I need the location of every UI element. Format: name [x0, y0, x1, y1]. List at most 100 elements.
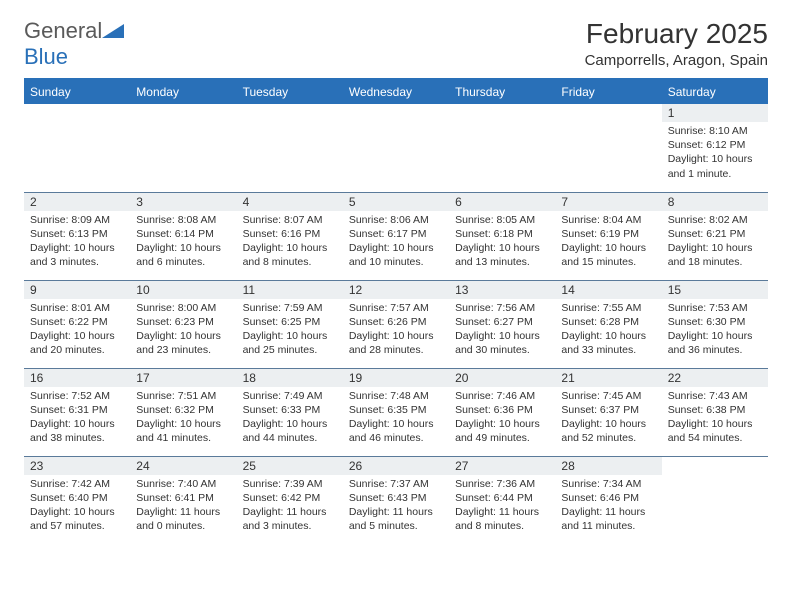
- day-number: 25: [237, 457, 343, 475]
- calendar-week-row: 2Sunrise: 8:09 AMSunset: 6:13 PMDaylight…: [24, 192, 768, 280]
- sunset-text: Sunset: 6:26 PM: [349, 315, 443, 329]
- sunrise-text: Sunrise: 7:37 AM: [349, 477, 443, 491]
- calendar-page: General Blue February 2025 Camporrells, …: [0, 0, 792, 562]
- calendar-body: 1Sunrise: 8:10 AMSunset: 6:12 PMDaylight…: [24, 104, 768, 544]
- sunrise-text: Sunrise: 7:39 AM: [243, 477, 337, 491]
- daylight-text: Daylight: 10 hours and 23 minutes.: [136, 329, 230, 357]
- weekday-header: Saturday: [662, 80, 768, 104]
- sunset-text: Sunset: 6:37 PM: [561, 403, 655, 417]
- weekday-header: Friday: [555, 80, 661, 104]
- day-content: Sunrise: 7:49 AMSunset: 6:33 PMDaylight:…: [237, 387, 343, 450]
- sunset-text: Sunset: 6:14 PM: [136, 227, 230, 241]
- day-number: 23: [24, 457, 130, 475]
- calendar-cell: 25Sunrise: 7:39 AMSunset: 6:42 PMDayligh…: [237, 456, 343, 544]
- sunset-text: Sunset: 6:22 PM: [30, 315, 124, 329]
- day-number: 19: [343, 369, 449, 387]
- sunrise-text: Sunrise: 7:42 AM: [30, 477, 124, 491]
- day-content: Sunrise: 8:09 AMSunset: 6:13 PMDaylight:…: [24, 211, 130, 274]
- day-number: 22: [662, 369, 768, 387]
- sunrise-text: Sunrise: 7:48 AM: [349, 389, 443, 403]
- day-content: Sunrise: 8:07 AMSunset: 6:16 PMDaylight:…: [237, 211, 343, 274]
- calendar-week-row: 1Sunrise: 8:10 AMSunset: 6:12 PMDaylight…: [24, 104, 768, 192]
- day-number: 21: [555, 369, 661, 387]
- daylight-text: Daylight: 10 hours and 3 minutes.: [30, 241, 124, 269]
- calendar-cell: [662, 456, 768, 544]
- daylight-text: Daylight: 10 hours and 13 minutes.: [455, 241, 549, 269]
- daylight-text: Daylight: 10 hours and 44 minutes.: [243, 417, 337, 445]
- daylight-text: Daylight: 10 hours and 1 minute.: [668, 152, 762, 180]
- daylight-text: Daylight: 10 hours and 36 minutes.: [668, 329, 762, 357]
- daylight-text: Daylight: 11 hours and 5 minutes.: [349, 505, 443, 533]
- calendar-cell: 24Sunrise: 7:40 AMSunset: 6:41 PMDayligh…: [130, 456, 236, 544]
- day-content: Sunrise: 7:59 AMSunset: 6:25 PMDaylight:…: [237, 299, 343, 362]
- calendar-cell: 2Sunrise: 8:09 AMSunset: 6:13 PMDaylight…: [24, 192, 130, 280]
- day-number: 27: [449, 457, 555, 475]
- calendar-cell: 27Sunrise: 7:36 AMSunset: 6:44 PMDayligh…: [449, 456, 555, 544]
- day-number: 7: [555, 193, 661, 211]
- daylight-text: Daylight: 10 hours and 38 minutes.: [30, 417, 124, 445]
- day-number: 10: [130, 281, 236, 299]
- daylight-text: Daylight: 10 hours and 15 minutes.: [561, 241, 655, 269]
- day-number: 18: [237, 369, 343, 387]
- day-content: Sunrise: 7:42 AMSunset: 6:40 PMDaylight:…: [24, 475, 130, 538]
- day-content: Sunrise: 8:05 AMSunset: 6:18 PMDaylight:…: [449, 211, 555, 274]
- day-content: Sunrise: 8:04 AMSunset: 6:19 PMDaylight:…: [555, 211, 661, 274]
- sunrise-text: Sunrise: 7:51 AM: [136, 389, 230, 403]
- sunrise-text: Sunrise: 7:49 AM: [243, 389, 337, 403]
- sunrise-text: Sunrise: 8:05 AM: [455, 213, 549, 227]
- calendar-cell: 28Sunrise: 7:34 AMSunset: 6:46 PMDayligh…: [555, 456, 661, 544]
- sunset-text: Sunset: 6:36 PM: [455, 403, 549, 417]
- day-number: 9: [24, 281, 130, 299]
- day-number: 1: [662, 104, 768, 122]
- sunrise-text: Sunrise: 8:07 AM: [243, 213, 337, 227]
- day-content: Sunrise: 7:34 AMSunset: 6:46 PMDaylight:…: [555, 475, 661, 538]
- daylight-text: Daylight: 11 hours and 11 minutes.: [561, 505, 655, 533]
- sunset-text: Sunset: 6:23 PM: [136, 315, 230, 329]
- logo-text-general: General: [24, 18, 102, 43]
- sunrise-text: Sunrise: 8:01 AM: [30, 301, 124, 315]
- daylight-text: Daylight: 11 hours and 3 minutes.: [243, 505, 337, 533]
- sunrise-text: Sunrise: 7:43 AM: [668, 389, 762, 403]
- calendar-cell: 9Sunrise: 8:01 AMSunset: 6:22 PMDaylight…: [24, 280, 130, 368]
- sunset-text: Sunset: 6:46 PM: [561, 491, 655, 505]
- sunrise-text: Sunrise: 8:06 AM: [349, 213, 443, 227]
- day-number: 2: [24, 193, 130, 211]
- sunset-text: Sunset: 6:28 PM: [561, 315, 655, 329]
- sunrise-text: Sunrise: 7:59 AM: [243, 301, 337, 315]
- calendar-cell: 16Sunrise: 7:52 AMSunset: 6:31 PMDayligh…: [24, 368, 130, 456]
- weekday-header: Wednesday: [343, 80, 449, 104]
- day-content: Sunrise: 8:08 AMSunset: 6:14 PMDaylight:…: [130, 211, 236, 274]
- day-number: 11: [237, 281, 343, 299]
- day-number: 3: [130, 193, 236, 211]
- calendar-cell: [130, 104, 236, 192]
- sunset-text: Sunset: 6:18 PM: [455, 227, 549, 241]
- day-number: 17: [130, 369, 236, 387]
- page-title: February 2025: [585, 18, 768, 50]
- day-number: 24: [130, 457, 236, 475]
- day-content: Sunrise: 7:55 AMSunset: 6:28 PMDaylight:…: [555, 299, 661, 362]
- daylight-text: Daylight: 10 hours and 52 minutes.: [561, 417, 655, 445]
- day-number: 6: [449, 193, 555, 211]
- calendar-cell: 22Sunrise: 7:43 AMSunset: 6:38 PMDayligh…: [662, 368, 768, 456]
- calendar-cell: [343, 104, 449, 192]
- calendar-cell: 13Sunrise: 7:56 AMSunset: 6:27 PMDayligh…: [449, 280, 555, 368]
- logo: General Blue: [24, 18, 124, 70]
- sunrise-text: Sunrise: 7:57 AM: [349, 301, 443, 315]
- day-content: Sunrise: 7:37 AMSunset: 6:43 PMDaylight:…: [343, 475, 449, 538]
- calendar-cell: 5Sunrise: 8:06 AMSunset: 6:17 PMDaylight…: [343, 192, 449, 280]
- triangle-icon: [102, 22, 124, 38]
- calendar-week-row: 23Sunrise: 7:42 AMSunset: 6:40 PMDayligh…: [24, 456, 768, 544]
- day-content: Sunrise: 7:40 AMSunset: 6:41 PMDaylight:…: [130, 475, 236, 538]
- calendar-cell: 6Sunrise: 8:05 AMSunset: 6:18 PMDaylight…: [449, 192, 555, 280]
- daylight-text: Daylight: 10 hours and 41 minutes.: [136, 417, 230, 445]
- calendar-table: Sunday Monday Tuesday Wednesday Thursday…: [24, 80, 768, 544]
- sunset-text: Sunset: 6:41 PM: [136, 491, 230, 505]
- sunrise-text: Sunrise: 7:52 AM: [30, 389, 124, 403]
- daylight-text: Daylight: 10 hours and 30 minutes.: [455, 329, 549, 357]
- daylight-text: Daylight: 10 hours and 49 minutes.: [455, 417, 549, 445]
- sunset-text: Sunset: 6:44 PM: [455, 491, 549, 505]
- day-number: 12: [343, 281, 449, 299]
- daylight-text: Daylight: 10 hours and 18 minutes.: [668, 241, 762, 269]
- day-content: Sunrise: 8:06 AMSunset: 6:17 PMDaylight:…: [343, 211, 449, 274]
- sunset-text: Sunset: 6:27 PM: [455, 315, 549, 329]
